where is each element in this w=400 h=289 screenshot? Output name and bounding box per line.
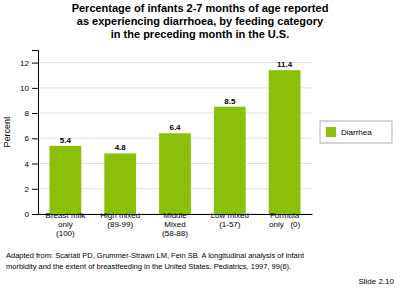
- x-tick-label-line: Mixed: [164, 220, 185, 229]
- legend: Diarrhea: [320, 121, 392, 143]
- x-tick-label-line: Low mixed: [211, 211, 249, 220]
- y-tick-label: 4: [25, 160, 30, 169]
- x-tick-label-line: (58-88): [162, 229, 188, 238]
- grid: [38, 63, 312, 214]
- y-tick-mark: [32, 138, 38, 139]
- annotation: Slide 2.10: [358, 277, 394, 286]
- x-tick-label-line: (1-57): [219, 220, 241, 229]
- x-tick-label: Formulaonly (0): [269, 211, 300, 229]
- x-tick-label-line: Formula: [270, 211, 300, 220]
- y-tick: 2: [25, 185, 38, 194]
- data-label: 5.4: [60, 136, 72, 145]
- data-label: 11.4: [277, 60, 293, 69]
- x-tick-label-line: (89-99): [107, 220, 133, 229]
- y-axis-line: [32, 51, 39, 215]
- footnote-part: Adapted from: Scariati PD, Grummer-Straw…: [6, 251, 305, 260]
- x-tick: Low mixed(1-57): [211, 211, 249, 229]
- x-tick: Formulaonly (0): [269, 211, 300, 229]
- y-tick: 6: [25, 134, 38, 143]
- data-label: 8.5: [224, 97, 236, 106]
- y-tick-label: 0: [25, 210, 30, 219]
- bar: [50, 146, 82, 214]
- y-tick: 12: [20, 59, 38, 68]
- footnote-part: morbidity and the extent of breastfeedin…: [6, 262, 214, 271]
- legend-swatch: [326, 127, 336, 137]
- y-tick-mark: [32, 214, 38, 215]
- x-tick: MiddleMixed(58-88): [162, 211, 188, 238]
- legend-label: Diarrhea: [341, 128, 372, 137]
- title-line: in the preceding month in the U.S.: [111, 28, 289, 40]
- bar: [159, 133, 191, 214]
- x-axis: Breast milkonly(100) High mixed(89-99) Mid…: [39, 211, 313, 238]
- y-tick-label: 8: [25, 109, 30, 118]
- grid-line: [38, 62, 312, 63]
- chart: Percentage of infants 2-7 months of age …: [0, 0, 400, 289]
- footnote-part: Pediatrics,: [214, 262, 249, 271]
- y-tick: 8: [25, 109, 38, 118]
- y-tick-label: 2: [25, 185, 30, 194]
- y-tick-label: 12: [20, 59, 29, 68]
- y-axis: 0 2 4 6 8 10 12: [20, 51, 38, 220]
- y-tick-mark: [32, 189, 38, 190]
- x-tick-label: High mixed(89-99): [100, 211, 140, 229]
- data-label: 6.4: [169, 123, 181, 132]
- footnote: morbidity and the extent of breastfeedin…: [6, 262, 291, 271]
- y-axis-title: Percent: [2, 116, 12, 148]
- x-tick-label-line: (100): [56, 229, 75, 238]
- bar: [269, 70, 301, 214]
- title-line: Percentage of infants 2-7 months of age …: [72, 2, 329, 14]
- x-tick: High mixed(89-99): [100, 211, 140, 229]
- x-tick-label-line: only: [58, 220, 73, 229]
- x-tick-label-line: only (0): [269, 220, 300, 229]
- y-tick: 4: [25, 160, 38, 169]
- y-tick-mark: [32, 88, 38, 89]
- y-tick-mark: [32, 63, 38, 64]
- y-tick: 0: [25, 210, 38, 219]
- title-line: as experiencing diarrhoea, by feeding ca…: [77, 15, 324, 27]
- x-tick-label: Low mixed(1-57): [211, 211, 249, 229]
- x-tick-label-line: Breast milk: [46, 211, 87, 220]
- data-labels: 5.4 4.8 6.4 8.5 11.4: [60, 60, 293, 152]
- bars: [50, 70, 301, 214]
- y-tick: 10: [20, 84, 38, 93]
- bar: [104, 153, 136, 214]
- x-tick-label-line: Middle: [163, 211, 187, 220]
- bar: [214, 107, 246, 214]
- x-tick: Breast milkonly(100): [46, 211, 87, 238]
- data-label: 4.8: [115, 143, 127, 152]
- x-tick-label: MiddleMixed(58-88): [162, 211, 188, 238]
- title: Percentage of infants 2-7 months of age …: [72, 2, 329, 40]
- legend-box: [320, 121, 392, 143]
- footnote-part: 1997, 99(6).: [249, 262, 292, 271]
- x-tick-label: Breast milkonly(100): [46, 211, 87, 238]
- footnote: Adapted from: Scariati PD, Grummer-Straw…: [6, 251, 305, 260]
- y-tick-mark: [32, 164, 38, 165]
- y-tick-mark: [32, 113, 38, 114]
- x-tick-label-line: High mixed: [100, 211, 140, 220]
- y-tick-label: 10: [20, 84, 29, 93]
- y-tick-label: 6: [25, 134, 30, 143]
